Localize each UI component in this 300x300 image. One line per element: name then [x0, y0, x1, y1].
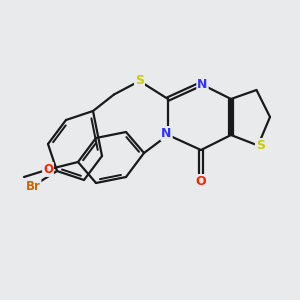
Text: O: O [196, 175, 206, 188]
Text: S: S [135, 74, 144, 88]
Text: S: S [256, 139, 265, 152]
Text: O: O [43, 163, 53, 176]
Text: N: N [161, 127, 172, 140]
Text: N: N [197, 77, 208, 91]
Text: Br: Br [26, 179, 40, 193]
